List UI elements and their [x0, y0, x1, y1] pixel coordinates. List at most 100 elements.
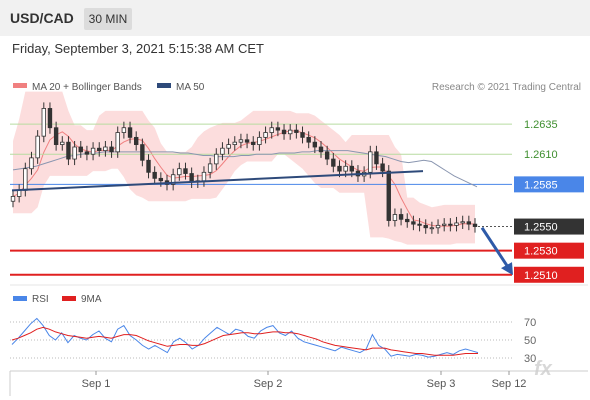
- rsi-legend-swatch: [13, 296, 27, 301]
- candle-body: [251, 141, 256, 145]
- x-tick-label: Sep 2: [254, 378, 283, 390]
- candle-body: [16, 189, 22, 197]
- candle-body: [287, 129, 293, 135]
- candle-body: [448, 223, 453, 226]
- candle-body: [411, 221, 416, 225]
- candle-body: [140, 144, 145, 161]
- rsi-level-label: 30: [524, 353, 536, 365]
- candle-body: [23, 168, 28, 191]
- level-label-1.2585: 1.2585: [524, 179, 558, 191]
- candle-body: [263, 132, 268, 138]
- level-label-1.2610: 1.2610: [524, 149, 558, 161]
- candle-body: [10, 196, 16, 202]
- price-level-labels: 1.2635 1.2610 1.2585 1.2550 1.2530 1.2510: [514, 119, 584, 283]
- candle-body: [435, 224, 441, 229]
- candle-body: [189, 173, 194, 183]
- rsi-level-label: 70: [524, 317, 536, 329]
- level-label-1.2530: 1.2530: [524, 246, 558, 258]
- candle-body: [238, 139, 244, 143]
- candle-body: [318, 146, 324, 153]
- candle-body: [170, 174, 176, 185]
- candle-body: [53, 127, 59, 145]
- candle-body: [226, 144, 231, 149]
- ma50-path: [12, 150, 478, 188]
- symbol-label: USD/CAD: [10, 10, 74, 26]
- candle-body: [429, 227, 435, 230]
- candle-body: [78, 146, 83, 153]
- candle-body: [466, 221, 472, 225]
- ma9-legend-swatch: [62, 296, 76, 301]
- candle-body: [232, 141, 237, 145]
- candle-body: [386, 170, 391, 221]
- candle-body: [109, 146, 114, 153]
- level-badge-1.2530: [514, 242, 584, 259]
- candle-body: [337, 165, 342, 172]
- candle-body: [60, 141, 65, 145]
- ma20-legend-label: MA 20 + Bollinger Bands: [32, 82, 142, 93]
- candle-body: [454, 222, 459, 226]
- candle-body: [35, 135, 40, 159]
- trendline: [11, 170, 424, 192]
- candle-body: [269, 127, 274, 133]
- candle-body: [183, 168, 188, 174]
- candle-body: [472, 223, 478, 227]
- ma50-legend-swatch: [157, 83, 171, 88]
- level-label-1.2550: 1.2550: [524, 222, 558, 234]
- source-credit: Research © 2021 Trading Central: [432, 82, 581, 93]
- x-tick-label: Sep 3: [427, 378, 456, 390]
- ma50-legend-label: MA 50: [176, 82, 205, 93]
- level-badge-1.2550: [514, 218, 584, 235]
- candle-body: [331, 158, 336, 167]
- candle-body: [72, 146, 77, 160]
- candle-body: [405, 218, 410, 223]
- candle-body: [121, 127, 127, 133]
- candle-body: [152, 171, 157, 179]
- candle-body: [281, 129, 287, 135]
- arrow-shaft: [480, 226, 510, 268]
- candle-body: [312, 141, 318, 148]
- x-tick-label: Sep 12: [492, 378, 527, 390]
- candle-body: [133, 136, 139, 145]
- candle-body: [66, 141, 71, 160]
- candle-body: [201, 171, 207, 182]
- level-label-1.2635: 1.2635: [524, 119, 558, 131]
- ma9-line: [11, 326, 478, 356]
- candle-body: [90, 147, 96, 155]
- candle-body: [460, 221, 465, 224]
- candle-body: [392, 214, 398, 221]
- candle-body: [380, 163, 385, 172]
- candle-body: [97, 147, 102, 152]
- candle-body: [158, 177, 164, 182]
- x-ticks: Sep 1 Sep 2 Sep 3 Sep 12: [82, 371, 527, 390]
- candle-body: [368, 151, 373, 173]
- candle-body: [423, 224, 428, 229]
- candle-body: [127, 127, 133, 138]
- watermark-logo: fx: [534, 358, 553, 380]
- arrow-head: [501, 262, 513, 276]
- candle-body: [207, 163, 213, 173]
- rsi-legend-label: RSI: [32, 294, 49, 305]
- candle-body: [374, 151, 379, 165]
- candle-body: [257, 136, 262, 145]
- candle-body: [441, 223, 447, 226]
- candle-body: [306, 136, 311, 143]
- timeframe-button[interactable]: 30 MIN: [84, 8, 132, 30]
- candle-body: [324, 151, 330, 160]
- candle-body: [398, 214, 404, 220]
- chart-datetime: Friday, September 3, 2021 5:15:38 AM CET: [12, 41, 264, 56]
- candle-body: [244, 139, 250, 143]
- candle-body: [177, 168, 182, 176]
- candle-body: [343, 165, 348, 172]
- candle-body: [294, 129, 299, 133]
- candle-body: [84, 151, 90, 155]
- rsi-level-label: 50: [524, 335, 536, 347]
- ma20-legend-swatch: [13, 83, 27, 88]
- level-label-1.2510: 1.2510: [524, 270, 558, 282]
- level-badge-1.2585: [514, 176, 584, 193]
- x-tick-label: Sep 1: [82, 378, 111, 390]
- candle-body: [47, 108, 53, 129]
- candle-body: [275, 127, 281, 131]
- candle-body: [417, 223, 422, 226]
- candle-body: [115, 132, 120, 153]
